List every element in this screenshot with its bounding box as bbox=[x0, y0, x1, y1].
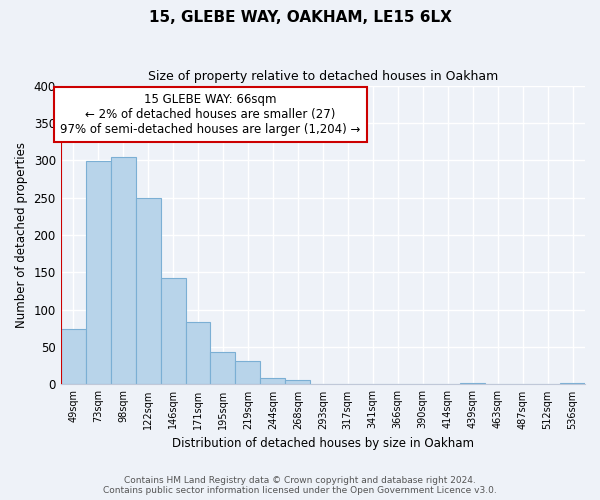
Bar bbox=[86, 161, 110, 384]
Bar bbox=[560, 383, 585, 384]
Bar bbox=[235, 362, 260, 384]
Bar bbox=[185, 322, 211, 384]
Bar bbox=[211, 352, 235, 384]
Bar bbox=[161, 278, 185, 384]
Text: 15 GLEBE WAY: 66sqm
← 2% of detached houses are smaller (27)
97% of semi-detache: 15 GLEBE WAY: 66sqm ← 2% of detached hou… bbox=[60, 93, 361, 136]
Bar bbox=[286, 380, 310, 384]
Text: 15, GLEBE WAY, OAKHAM, LE15 6LX: 15, GLEBE WAY, OAKHAM, LE15 6LX bbox=[149, 10, 451, 25]
X-axis label: Distribution of detached houses by size in Oakham: Distribution of detached houses by size … bbox=[172, 437, 474, 450]
Bar bbox=[61, 329, 86, 384]
Bar bbox=[260, 378, 286, 384]
Bar bbox=[460, 383, 485, 384]
Bar bbox=[110, 158, 136, 384]
Y-axis label: Number of detached properties: Number of detached properties bbox=[15, 142, 28, 328]
Title: Size of property relative to detached houses in Oakham: Size of property relative to detached ho… bbox=[148, 70, 498, 83]
Bar bbox=[136, 198, 161, 384]
Text: Contains HM Land Registry data © Crown copyright and database right 2024.
Contai: Contains HM Land Registry data © Crown c… bbox=[103, 476, 497, 495]
